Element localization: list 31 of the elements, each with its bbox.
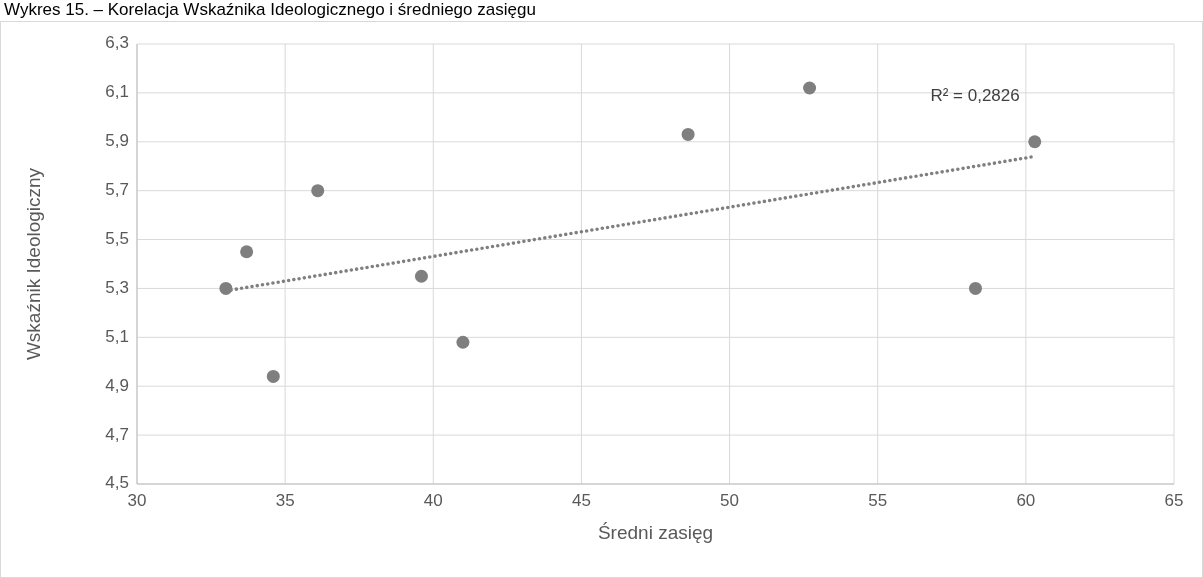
point bbox=[968, 281, 982, 295]
y-tick-label: 6,3 bbox=[105, 33, 129, 53]
y-tick-label: 5,3 bbox=[105, 277, 129, 297]
y-tick-label: 6,1 bbox=[105, 82, 129, 102]
x-tick-label: 45 bbox=[571, 491, 591, 510]
point bbox=[1028, 135, 1042, 149]
y-tick-label: 5,9 bbox=[105, 131, 129, 151]
point bbox=[266, 369, 280, 383]
point bbox=[456, 335, 470, 349]
x-tick-label: 50 bbox=[720, 491, 740, 510]
y-tick-label: 4,9 bbox=[105, 375, 129, 395]
x-tick-label: 60 bbox=[1016, 491, 1036, 510]
y-tick-label: 5,1 bbox=[105, 326, 129, 346]
annotation: R² = 0,2826 bbox=[930, 86, 1020, 106]
point bbox=[681, 127, 695, 141]
y-tick-label: 5,7 bbox=[105, 180, 129, 200]
chart-title: Wykres 15. – Korelacja Wskaźnika Ideologicznego i średniego zasięgu bbox=[4, 0, 536, 20]
x-tick-label: 55 bbox=[868, 491, 888, 510]
x-tick-label: 40 bbox=[423, 491, 443, 510]
point bbox=[414, 269, 428, 283]
y-tick-label: 4,5 bbox=[105, 473, 129, 493]
x-tick-label: 35 bbox=[275, 491, 295, 510]
x-axis-title: Średni zasięg bbox=[597, 522, 714, 543]
point bbox=[240, 245, 254, 259]
x-tick-label: 30 bbox=[127, 491, 147, 510]
y-axis-title: Wskaźnik Ideologiczny bbox=[23, 167, 44, 361]
point bbox=[311, 184, 325, 198]
x-tick-label: 65 bbox=[1164, 491, 1184, 510]
point bbox=[803, 81, 817, 95]
y-tick-label: 4,7 bbox=[105, 424, 129, 444]
y-tick-label: 5,5 bbox=[105, 229, 129, 249]
